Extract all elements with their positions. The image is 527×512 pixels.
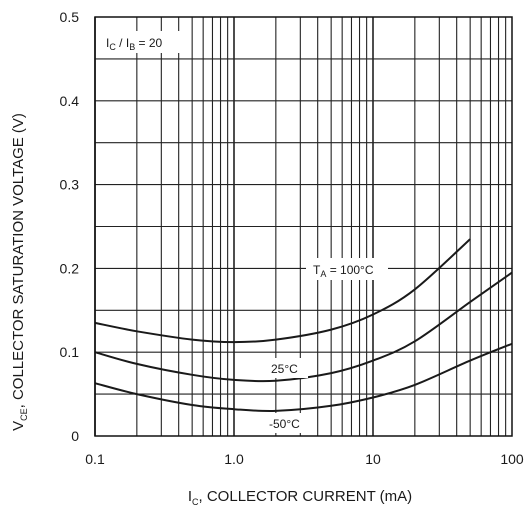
condition-ib-sub: B	[129, 42, 135, 52]
y-tick-label: 0.1	[60, 344, 80, 360]
series-label-minus50c: -50°C	[264, 413, 312, 433]
condition-mid: / I	[116, 36, 129, 50]
svg-text:IC / IB = 20: IC / IB = 20	[106, 36, 163, 52]
y-tick-label: 0.3	[60, 177, 80, 193]
x-axis-label: IC, COLLECTOR CURRENT (mA)	[188, 488, 412, 507]
series-100c-rest: = 100°C	[326, 263, 373, 277]
x-tick-labels: 0.1 1.0 10 100	[85, 451, 524, 467]
series-100c-sub: A	[320, 269, 326, 279]
x-tick-label: 1.0	[224, 451, 244, 467]
series-minus50c-label: -50°C	[269, 417, 300, 431]
plot-frame	[94, 16, 513, 437]
y-tick-label: 0.2	[60, 260, 80, 276]
series-25c-label: 25°C	[271, 362, 298, 376]
curves	[94, 238, 513, 413]
series-line-100c	[94, 238, 471, 344]
series-label-25c: 25°C	[266, 358, 308, 378]
condition-ic-sub: C	[109, 42, 116, 52]
x-tick-label: 0.1	[85, 451, 105, 467]
y-axis-label-rest: , COLLECTOR SATURATION VOLTAGE (V)	[10, 113, 27, 408]
y-axis-label-main: V	[10, 421, 27, 431]
y-axis-label-sub: CE	[19, 408, 29, 421]
condition-ic: I	[106, 36, 109, 50]
y-tick-label: 0	[71, 428, 79, 444]
x-axis-label-main: I	[188, 488, 192, 505]
condition-box: IC / IB = 20	[101, 31, 184, 53]
y-axis-label: VCE, COLLECTOR SATURATION VOLTAGE (V)	[10, 113, 29, 431]
y-tick-label: 0.5	[60, 9, 80, 25]
series-line-minus50c	[94, 342, 513, 413]
x-tick-label: 10	[365, 451, 381, 467]
series-100c-main: T	[313, 263, 321, 277]
x-tick-label: 100	[500, 451, 524, 467]
x-axis-label-rest: , COLLECTOR CURRENT (mA)	[199, 488, 413, 505]
series-label-100c: TA = 100°C	[306, 258, 388, 280]
y-tick-label: 0.4	[60, 93, 80, 109]
x-axis-label-sub: C	[192, 497, 199, 507]
condition-ratio: = 20	[135, 36, 162, 50]
y-tick-labels: 0 0.1 0.2 0.3 0.4 0.5	[60, 9, 80, 444]
svg-text:TA = 100°C: TA = 100°C	[313, 263, 374, 279]
